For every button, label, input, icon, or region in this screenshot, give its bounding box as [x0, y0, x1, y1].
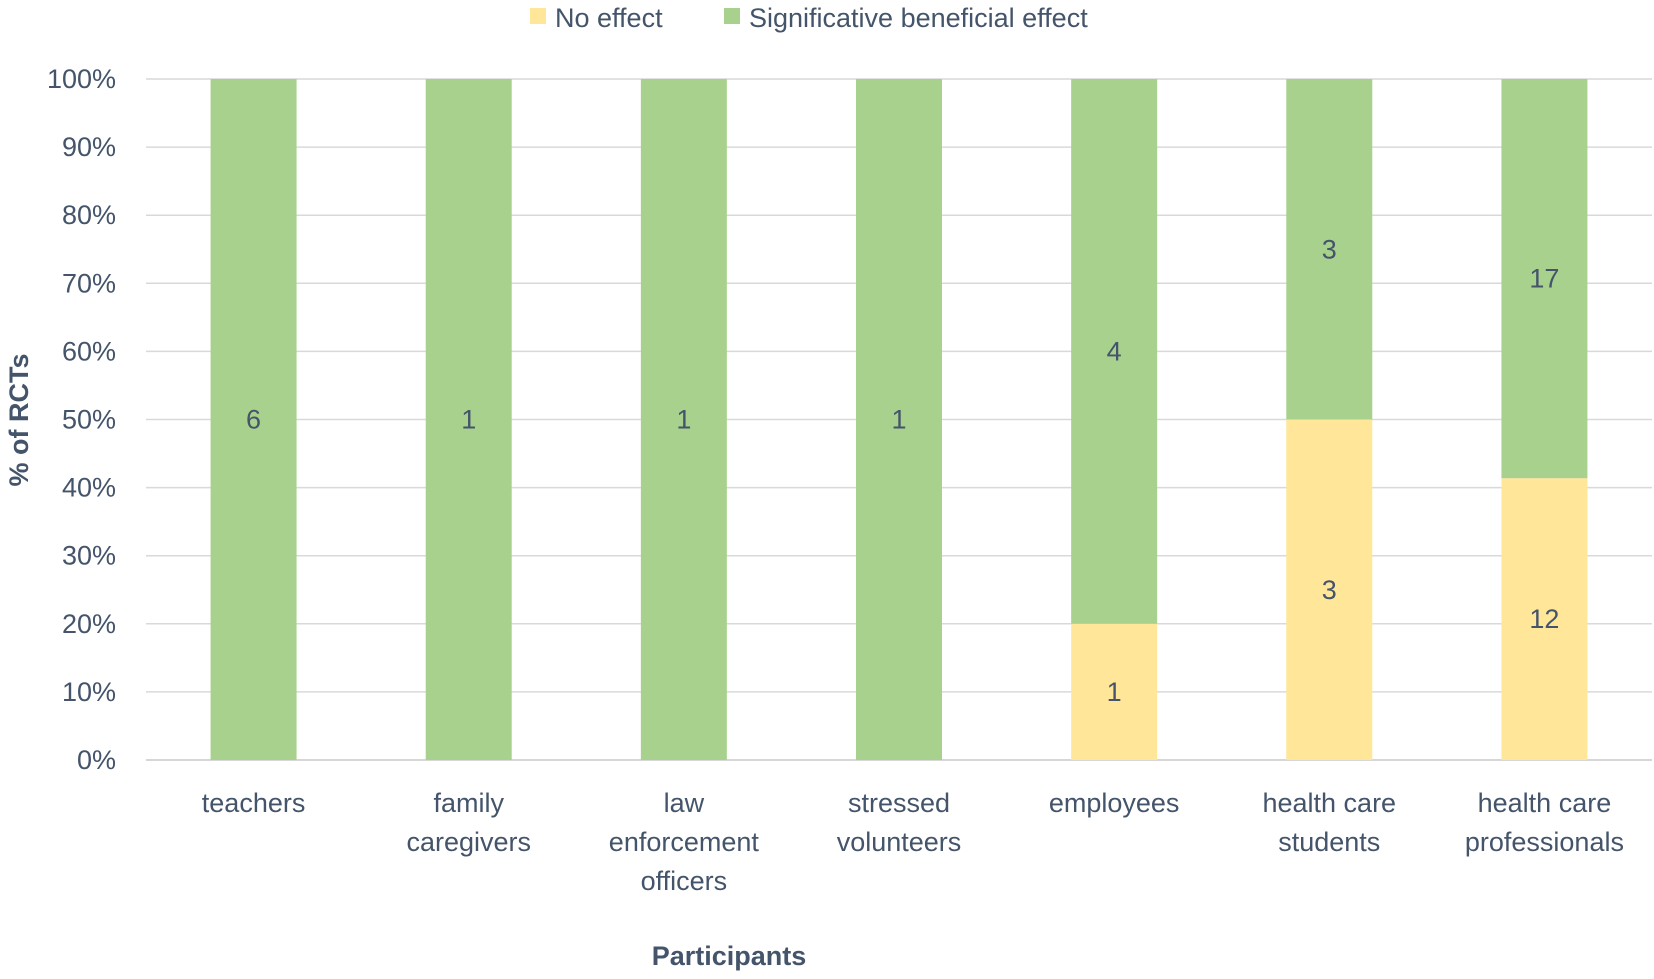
y-axis-title: % of RCTs — [4, 354, 34, 487]
data-label: 1 — [891, 405, 906, 435]
x-category-label: health care professionals — [1465, 788, 1624, 857]
y-axis-ticks: 0% 10% 20% 30% 40% 50% 60% 70% 80% 90% 100% — [47, 64, 116, 775]
legend-label: Significative beneficial effect — [749, 3, 1088, 33]
data-label: 17 — [1529, 264, 1559, 294]
y-tick-label: 80% — [62, 200, 116, 230]
data-label: 1 — [1107, 677, 1122, 707]
legend: No effect Significative beneficial effect — [530, 3, 1088, 33]
y-tick-label: 20% — [62, 609, 116, 639]
x-category-label: law enforcement officers — [609, 788, 760, 896]
y-tick-label: 0% — [77, 745, 116, 775]
y-tick-label: 70% — [62, 268, 116, 298]
bar-segment-beneficial — [856, 79, 942, 760]
bar-segment-beneficial — [210, 79, 297, 760]
data-label: 3 — [1322, 575, 1337, 605]
bar-segment-beneficial — [425, 79, 512, 760]
data-label: 1 — [676, 405, 691, 435]
data-label: 3 — [1322, 234, 1337, 264]
y-tick-label: 30% — [62, 541, 116, 571]
x-category-label: teachers — [202, 788, 306, 818]
bar-segment-no-effect — [1286, 419, 1373, 760]
bar-segment-no-effect — [1071, 623, 1158, 760]
data-label: 4 — [1107, 336, 1122, 366]
bar-segment-no-effect — [1501, 478, 1588, 760]
bars — [210, 79, 1588, 760]
legend-label: No effect — [555, 3, 663, 33]
y-tick-label: 90% — [62, 132, 116, 162]
legend-swatch — [724, 8, 740, 24]
legend-swatch — [530, 8, 546, 24]
y-tick-label: 100% — [47, 64, 116, 94]
data-label: 12 — [1529, 604, 1559, 634]
data-label: 1 — [461, 405, 476, 435]
x-axis-categories: teachers family caregivers law enforcement of… — [202, 788, 1624, 896]
y-tick-label: 60% — [62, 336, 116, 366]
y-tick-label: 50% — [62, 405, 116, 435]
x-axis-title: Participants — [652, 941, 807, 971]
data-label: 6 — [246, 405, 261, 435]
x-category-label: health care students — [1262, 788, 1396, 857]
x-category-label: employees — [1049, 788, 1180, 818]
bar-segment-beneficial — [1286, 79, 1373, 420]
y-tick-label: 40% — [62, 473, 116, 503]
x-category-label: family caregivers — [406, 788, 531, 857]
x-category-label: stressed volunteers — [837, 788, 962, 857]
y-tick-label: 10% — [62, 677, 116, 707]
bar-segment-beneficial — [640, 79, 727, 760]
bar-segment-beneficial — [1501, 79, 1588, 479]
bar-segment-beneficial — [1071, 79, 1158, 624]
data-labels: 6 1 1 1 1 4 3 3 12 17 — [246, 234, 1559, 707]
